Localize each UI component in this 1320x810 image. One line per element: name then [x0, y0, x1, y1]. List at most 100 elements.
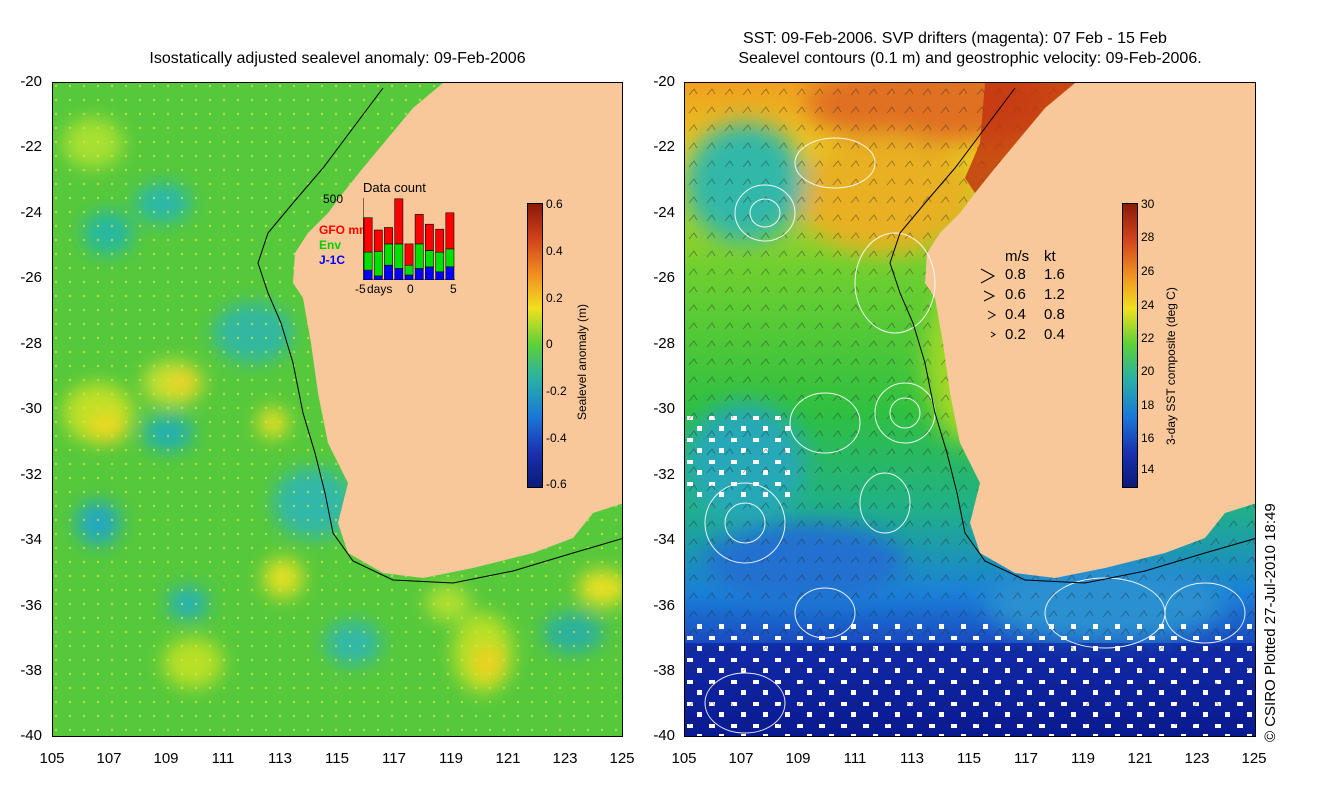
- inset-legend-gfo: GFO mm: [319, 223, 370, 237]
- cbar-tick: 14: [1141, 462, 1155, 476]
- cbar-tick: -0.4: [546, 431, 567, 445]
- cbar-tick: -0.2: [546, 384, 567, 398]
- cbar-tick: 22: [1141, 331, 1155, 345]
- cbar-tick: 0.2: [546, 291, 563, 305]
- cbar-tick: 0: [546, 337, 553, 351]
- inset-bar-j1c: [414, 268, 424, 280]
- lat-tick-label: -24: [653, 204, 675, 221]
- lon-tick-label: 109: [153, 750, 179, 767]
- lon-tick-label: 113: [268, 750, 292, 767]
- lon-tick-label: 119: [1071, 750, 1095, 767]
- lat-tick-label: -30: [20, 400, 42, 417]
- sealevel-map-svg: [53, 83, 622, 736]
- velocity-legend-kt: 0.4: [1044, 326, 1065, 343]
- shelf-contour-line: [889, 87, 1255, 584]
- cbar-tick: -0.6: [546, 477, 567, 491]
- inset-xlabel-minus5: -5: [355, 282, 366, 296]
- lon-tick-label: 115: [325, 750, 349, 767]
- velocity-legend-ms: 0.6: [1005, 286, 1026, 303]
- velocity-legend: m/s kt 0.8 1.6 0.6 1.2 0.4 0.8 0.2 0.4: [980, 248, 1100, 348]
- lon-tick-label: 125: [609, 750, 635, 767]
- lon-tick-label: 105: [671, 750, 697, 767]
- inset-bar-gfo: [404, 243, 414, 266]
- lat-tick-label: -36: [20, 597, 42, 614]
- cbar-tick: 24: [1141, 298, 1155, 312]
- inset-bar-env: [404, 264, 414, 276]
- inset-bar-env: [445, 248, 455, 268]
- lat-tick-label: -32: [20, 466, 42, 483]
- inset-bar-gfo: [424, 223, 434, 251]
- inset-legend-j1c: J-1C: [319, 253, 346, 267]
- lon-tick-label: 109: [785, 750, 811, 767]
- inset-bar-gfo: [414, 214, 424, 245]
- lat-tick-label: -28: [20, 335, 42, 352]
- lat-tick-label: -36: [653, 597, 675, 614]
- right-panel-title-line1: SST: 09-Feb-2006. SVP drifters (magenta)…: [743, 30, 1167, 47]
- lon-tick-label: 113: [900, 750, 924, 767]
- lat-tick-label: -34: [20, 531, 42, 548]
- lat-tick-label: -32: [653, 466, 675, 483]
- cbar-tick: 20: [1141, 364, 1155, 378]
- velocity-legend-kt: 1.2: [1044, 286, 1065, 303]
- lon-tick-label: 111: [211, 750, 235, 767]
- lon-tick-label: 115: [957, 750, 981, 767]
- inset-bar-gfo: [373, 229, 383, 252]
- lat-tick-label: -34: [653, 531, 675, 548]
- lon-tick-label: 119: [439, 750, 463, 767]
- velocity-legend-ms: 0.8: [1005, 266, 1026, 283]
- cbar-tick: 28: [1141, 230, 1155, 244]
- sst-colorbar: [1122, 203, 1138, 488]
- sealevel-colorbar-title: Sealevel anomaly (m): [575, 303, 589, 420]
- lon-tick-label: 105: [39, 750, 65, 767]
- lon-tick-label: 123: [1184, 750, 1210, 767]
- lat-tick-label: -22: [653, 138, 675, 155]
- inset-bar-env: [424, 250, 434, 268]
- sealevel-colorbar: [527, 203, 543, 488]
- cbar-tick: 16: [1141, 431, 1155, 445]
- arrow-legend-icon: [980, 268, 996, 284]
- inset-bar-env: [435, 251, 445, 273]
- inset-bar-env: [384, 243, 393, 266]
- lat-tick-label: -40: [653, 727, 675, 744]
- inset-legend-env: Env: [319, 238, 342, 252]
- inset-bar-env: [373, 250, 383, 277]
- lon-tick-label: 121: [1127, 750, 1153, 767]
- cbar-tick: 0.4: [546, 244, 563, 258]
- inset-bar-j1c: [394, 268, 404, 280]
- inset-bar-j1c: [435, 271, 445, 280]
- arrow-legend-icon: [983, 290, 996, 302]
- csiro-credit: © CSIRO Plotted 27-Jul-2010 18:49: [1262, 503, 1279, 742]
- velocity-legend-ms: 0.2: [1005, 326, 1026, 343]
- sealevel-anomaly-map: Data count 500 GFO mm Env J-1C -5 days 0…: [52, 82, 623, 737]
- velocity-legend-header-kt: kt: [1044, 248, 1056, 265]
- inset-bar-gfo: [384, 227, 393, 245]
- inset-xlabel-5: 5: [450, 282, 457, 296]
- lat-tick-label: -38: [653, 662, 675, 679]
- lon-tick-label: 117: [1014, 750, 1038, 767]
- lat-tick-label: -30: [653, 400, 675, 417]
- lat-tick-label: -28: [653, 335, 675, 352]
- lat-tick-label: -26: [20, 269, 42, 286]
- australia-land: [925, 83, 1255, 578]
- lat-tick-label: -20: [20, 73, 42, 90]
- lat-tick-label: -26: [653, 269, 675, 286]
- inset-bar-gfo: [435, 228, 445, 253]
- inset-bar-env: [363, 251, 373, 271]
- inset-bar-gfo: [445, 212, 455, 250]
- lon-tick-label: 123: [552, 750, 578, 767]
- lon-tick-label: 117: [382, 750, 406, 767]
- velocity-legend-ms: 0.4: [1005, 306, 1026, 323]
- arrow-legend-icon: [990, 331, 996, 338]
- inset-bar-j1c: [445, 266, 455, 280]
- velocity-legend-header-ms: m/s: [1005, 248, 1030, 265]
- arrow-legend-icon: [987, 310, 997, 320]
- cbar-tick: 30: [1141, 197, 1155, 211]
- inset-ymax: 500: [323, 192, 344, 206]
- cbar-tick: 0.6: [546, 197, 563, 211]
- velocity-legend-kt: 1.6: [1044, 266, 1065, 283]
- inset-bar-j1c: [424, 266, 434, 280]
- inset-bar-gfo: [394, 198, 404, 245]
- data-count-inset: Data count 500 GFO mm Env J-1C -5 days 0…: [303, 178, 483, 298]
- inset-bar-j1c: [404, 274, 414, 280]
- inset-bar-j1c: [384, 264, 393, 280]
